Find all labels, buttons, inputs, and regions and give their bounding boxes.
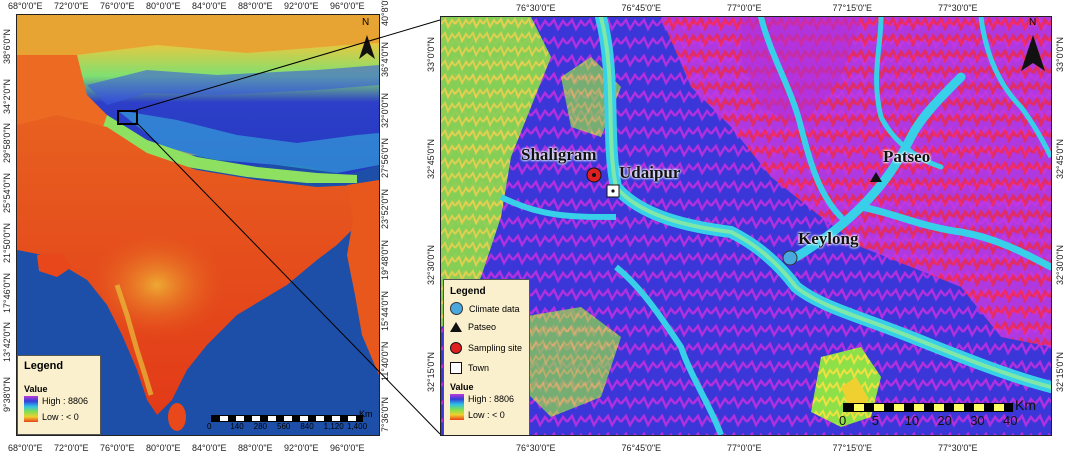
lahaul-elevation-map bbox=[441, 17, 1051, 435]
left-map-frame: N Legend Value High : 8806 Low : < 0 0 14… bbox=[16, 14, 380, 436]
right-top-tick-label: 77°30'0"E bbox=[938, 3, 978, 13]
left-top-tick-label: 84°0'0"E bbox=[192, 1, 227, 11]
right-lat-tick-label: 32°15'0"N bbox=[426, 351, 436, 392]
left-bottom-tick-label: 88°0'0"E bbox=[238, 443, 273, 453]
town-icon bbox=[450, 362, 462, 374]
legend-patseo-label: Patseo bbox=[468, 322, 497, 332]
right-right-lat-tick-label: 33°0'0"N bbox=[1055, 36, 1065, 72]
left-legend-ramp bbox=[24, 396, 38, 422]
label-shaligram: Shaligram bbox=[521, 145, 597, 164]
right-bottom-tick-label: 77°15'0"E bbox=[832, 443, 873, 453]
right-top-tick-label: 77°0'0"E bbox=[727, 3, 762, 13]
right-scalebar: 0 5 10 20 30 40 Km bbox=[839, 397, 1048, 433]
right-lat-tick-label: 32°45'0"N bbox=[426, 138, 436, 179]
left-scalebar-label: 1,120 bbox=[323, 422, 344, 431]
right-scalebar-label: 10 bbox=[904, 413, 920, 428]
left-legend-value-label: Value bbox=[24, 384, 48, 394]
patseo-marker bbox=[870, 172, 882, 182]
sampling-site-icon bbox=[450, 342, 462, 354]
legend-town-label: Town bbox=[468, 363, 490, 373]
left-legend-low: Low : < 0 bbox=[42, 412, 79, 422]
legend-patseo-row: Patseo bbox=[450, 322, 496, 332]
study-area-box bbox=[117, 110, 138, 125]
legend-climate-row: Climate data bbox=[450, 302, 520, 315]
right-scalebar-label: 30 bbox=[970, 413, 985, 428]
left-north-label: N bbox=[362, 17, 370, 28]
right-right-lat-tick-label: 32°30'0"N bbox=[1055, 245, 1065, 286]
left-bottom-tick-label: 84°0'0"E bbox=[192, 443, 227, 453]
right-legend-low: Low : < 0 bbox=[468, 410, 505, 420]
right-legend: Legend Climate data Patseo Sampling site… bbox=[443, 279, 530, 435]
triangle-icon bbox=[450, 322, 462, 332]
right-right-lat-tick-label: 32°15'0"N bbox=[1055, 351, 1065, 392]
left-scalebar-label: 0 bbox=[207, 422, 212, 431]
right-scalebar-label: 0 bbox=[839, 413, 847, 428]
left-top-tick-label: 88°0'0"E bbox=[238, 1, 273, 11]
left-bottom-tick-label: 72°0'0"E bbox=[54, 443, 89, 453]
south-asia-elevation-map bbox=[17, 15, 379, 435]
legend-sampling-row: Sampling site bbox=[450, 342, 522, 354]
left-top-tick-label: 80°0'0"E bbox=[146, 1, 181, 11]
left-scalebar-label: 140 bbox=[230, 422, 244, 431]
left-top-tick-label: 96°0'0"E bbox=[330, 1, 365, 11]
sampling-site-marker bbox=[586, 167, 602, 183]
right-scalebar-label: 5 bbox=[871, 413, 880, 428]
town-marker bbox=[606, 184, 620, 198]
left-legend-high: High : 8806 bbox=[42, 396, 89, 406]
right-north-label: N bbox=[1029, 17, 1037, 28]
left-top-tick-label: 68°0'0"E bbox=[8, 1, 43, 11]
left-legend: Legend Value High : 8806 Low : < 0 bbox=[17, 355, 101, 435]
right-bottom-tick-label: 76°30'0"E bbox=[516, 443, 556, 453]
legend-sampling-label: Sampling site bbox=[468, 343, 523, 353]
left-bottom-tick-label: 92°0'0"E bbox=[284, 443, 319, 453]
left-top-tick-label: 72°0'0"E bbox=[54, 1, 89, 11]
left-scalebar-unit: Km bbox=[359, 409, 373, 419]
left-bottom-tick-label: 68°0'0"E bbox=[8, 443, 43, 453]
right-scalebar-label: 20 bbox=[937, 413, 952, 428]
legend-town-row: Town bbox=[450, 362, 489, 374]
right-legend-value-label: Value bbox=[450, 382, 474, 392]
right-right-lat-tick-label: 32°45'0"N bbox=[1055, 138, 1065, 179]
right-top-tick-label: 76°30'0"E bbox=[516, 3, 556, 13]
right-legend-title: Legend bbox=[450, 286, 486, 297]
climate-data-icon bbox=[450, 302, 463, 315]
left-scalebar: 0 140 280 560 840 1,120 1,400 Km bbox=[207, 409, 373, 435]
right-bottom-tick-label: 76°45'0"E bbox=[621, 443, 662, 453]
right-lat-tick-label: 33°0'0"N bbox=[426, 36, 436, 72]
left-scalebar-label: 1,400 bbox=[347, 422, 368, 431]
left-bottom-tick-label: 96°0'0"E bbox=[330, 443, 365, 453]
label-keylong: Keylong bbox=[798, 229, 859, 248]
right-legend-ramp bbox=[450, 394, 464, 420]
right-legend-high: High : 8806 bbox=[468, 394, 515, 404]
left-bottom-tick-label: 80°0'0"E bbox=[146, 443, 181, 453]
right-lat-tick-label: 32°30'0"N bbox=[426, 245, 436, 286]
left-scalebar-label: 840 bbox=[300, 422, 314, 431]
left-scalebar-label: 280 bbox=[253, 422, 268, 431]
left-top-tick-label: 76°0'0"E bbox=[100, 1, 135, 11]
legend-climate-label: Climate data bbox=[469, 303, 520, 314]
right-north-arrow-icon bbox=[1021, 35, 1045, 71]
label-patseo: Patseo bbox=[883, 147, 931, 166]
left-scalebar-label: 560 bbox=[277, 422, 291, 431]
climate-data-marker bbox=[782, 250, 798, 266]
left-bottom-tick-label: 76°0'0"E bbox=[100, 443, 135, 453]
right-scalebar-unit: Km bbox=[1015, 397, 1036, 413]
left-north-arrow-icon bbox=[359, 35, 375, 59]
right-scalebar-label: 40 bbox=[1003, 413, 1018, 428]
right-bottom-tick-label: 77°30'0"E bbox=[938, 443, 978, 453]
left-legend-title: Legend bbox=[24, 360, 64, 372]
label-udaipur: Udaipur bbox=[619, 163, 681, 182]
right-bottom-tick-label: 77°0'0"E bbox=[727, 443, 762, 453]
right-top-tick-label: 77°15'0"E bbox=[832, 3, 873, 13]
left-top-tick-label: 92°0'0"E bbox=[284, 1, 319, 11]
right-top-tick-label: 76°45'0"E bbox=[621, 3, 662, 13]
right-map-frame: N Shaligram Udaipur Patseo Keylong Legen… bbox=[440, 16, 1052, 436]
